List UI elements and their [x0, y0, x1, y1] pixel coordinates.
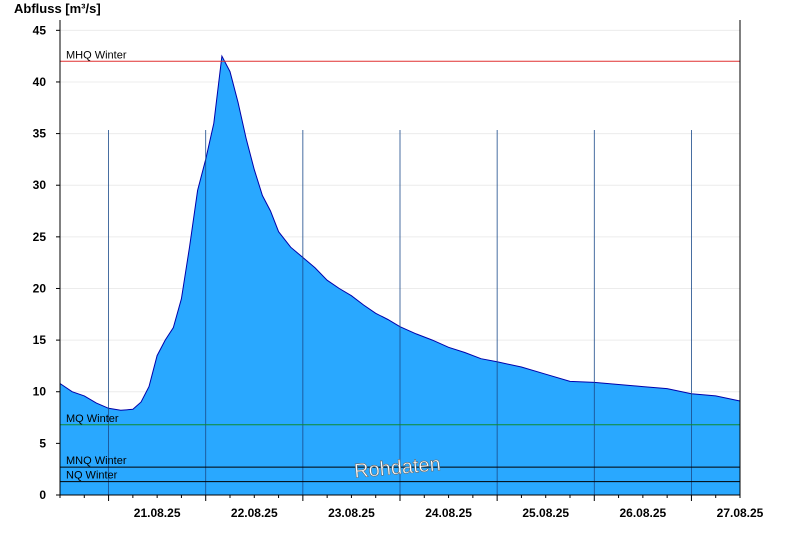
reference-label: NQ Winter — [66, 470, 118, 482]
discharge-area — [59, 54, 741, 495]
y-tick-label: 30 — [33, 178, 47, 192]
x-tick-label: 21.08.25 — [134, 506, 181, 520]
y-tick-label: 35 — [33, 127, 47, 141]
day-lines — [108, 130, 692, 495]
y-tick-label: 45 — [33, 23, 47, 37]
y-tick-label: 25 — [33, 230, 47, 244]
x-tick-label: 24.08.25 — [425, 506, 472, 520]
x-tick-label: 23.08.25 — [328, 506, 375, 520]
y-tick-label: 0 — [39, 488, 46, 502]
y-tick-label: 40 — [33, 75, 47, 89]
y-tick-label: 15 — [33, 333, 47, 347]
x-tick-label: 25.08.25 — [522, 506, 569, 520]
reference-label: MNQ Winter — [66, 455, 127, 467]
x-tick-label: 27.08.25 — [717, 506, 764, 520]
reference-label: MHQ Winter — [66, 49, 127, 61]
x-tick-label: 22.08.25 — [231, 506, 278, 520]
y-tick-label: 10 — [33, 385, 47, 399]
y-ticks: 0 5 10 15 20 25 30 35 40 45 — [33, 23, 60, 502]
y-tick-label: 5 — [39, 436, 46, 450]
y-axis-label: Abfluss [m³/s] — [14, 1, 101, 16]
discharge-line — [59, 54, 741, 411]
reference-label: MQ Winter — [66, 413, 119, 425]
x-tick-label: 26.08.25 — [619, 506, 666, 520]
x-ticks: 21.08.25 22.08.25 23.08.25 24.08.25 25.08.25… — [59, 495, 764, 520]
discharge-fill — [60, 56, 740, 495]
y-tick-label: 20 — [33, 281, 47, 295]
reference-lines: MHQ Winter MQ Winter MNQ Winter NQ Winter — [60, 49, 740, 483]
